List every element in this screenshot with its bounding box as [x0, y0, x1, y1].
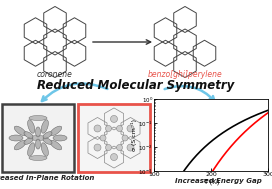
Ellipse shape [36, 139, 41, 149]
Circle shape [127, 144, 134, 151]
Ellipse shape [14, 126, 26, 136]
Circle shape [100, 135, 106, 141]
Ellipse shape [29, 115, 47, 121]
Ellipse shape [50, 140, 62, 150]
Circle shape [116, 125, 122, 132]
Text: coronene: coronene [37, 70, 73, 79]
Ellipse shape [43, 138, 52, 144]
Ellipse shape [24, 132, 33, 138]
Text: Increased Energy Gap: Increased Energy Gap [175, 178, 261, 184]
Circle shape [106, 145, 112, 150]
Circle shape [110, 153, 118, 160]
Text: Reduced Molecular Symmetry: Reduced Molecular Symmetry [37, 79, 235, 92]
Circle shape [116, 145, 122, 150]
Ellipse shape [9, 135, 23, 141]
Ellipse shape [29, 136, 47, 140]
Ellipse shape [14, 140, 26, 150]
Ellipse shape [36, 127, 41, 137]
Bar [78, 104, 150, 172]
Text: benzo[ghi]perylene: benzo[ghi]perylene [148, 70, 222, 79]
Ellipse shape [43, 132, 52, 138]
Circle shape [110, 115, 118, 122]
Ellipse shape [50, 126, 62, 136]
Circle shape [122, 135, 128, 141]
Ellipse shape [28, 120, 35, 133]
Circle shape [127, 125, 134, 132]
Bar [2, 104, 74, 172]
Text: Decreased In-Plane Rotation: Decreased In-Plane Rotation [0, 175, 94, 181]
Y-axis label: σ (S cm⁻¹): σ (S cm⁻¹) [131, 119, 137, 151]
Ellipse shape [29, 156, 47, 160]
Circle shape [94, 125, 101, 132]
Circle shape [106, 125, 112, 132]
Ellipse shape [41, 143, 48, 156]
Ellipse shape [24, 138, 33, 144]
Circle shape [94, 144, 101, 151]
Ellipse shape [53, 135, 67, 141]
Ellipse shape [28, 143, 35, 156]
X-axis label: T (K): T (K) [203, 179, 220, 185]
Ellipse shape [41, 120, 48, 133]
